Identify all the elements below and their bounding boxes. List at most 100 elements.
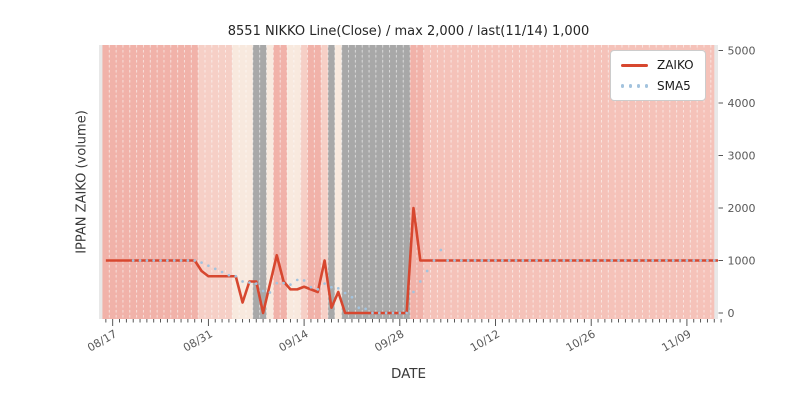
sma5-dot-icon (628, 84, 633, 88)
day-band (464, 45, 472, 319)
day-band (601, 45, 609, 319)
day-band (676, 45, 684, 319)
legend-item-zaiko: ZAIKO (621, 59, 695, 71)
day-band (177, 45, 185, 319)
y-tick-label: 3000 (728, 149, 756, 162)
day-band (608, 45, 616, 319)
day-band (492, 45, 499, 319)
day-band (334, 45, 342, 319)
day-band (218, 45, 226, 319)
day-band (485, 45, 493, 319)
day-band (341, 45, 349, 319)
day-band (204, 45, 212, 319)
day-band (348, 45, 356, 319)
day-band (321, 45, 329, 319)
day-band (560, 45, 568, 319)
day-band (239, 45, 246, 319)
y-tick-label: 1000 (728, 254, 756, 267)
day-band (683, 45, 691, 319)
day-band (109, 45, 117, 319)
legend-item-sma5: SMA5 (621, 80, 695, 92)
day-band (594, 45, 602, 319)
day-band (355, 45, 363, 319)
day-band (382, 45, 390, 319)
day-band (136, 45, 144, 319)
day-band (170, 45, 178, 319)
day-band (430, 45, 438, 319)
day-band (656, 45, 663, 319)
sma5-dot-icon (644, 84, 648, 88)
day-band (567, 45, 575, 319)
x-tick-label: 10/26 (564, 327, 598, 354)
day-band (662, 45, 670, 319)
day-band (314, 45, 322, 319)
day-band (122, 45, 130, 319)
day-band (512, 45, 520, 319)
day-band (437, 45, 445, 319)
day-band (273, 45, 281, 319)
day-band (300, 45, 308, 319)
day-band (307, 45, 315, 319)
day-band (546, 45, 554, 319)
day-band (245, 45, 253, 319)
day-band (198, 45, 205, 319)
day-band (157, 45, 164, 319)
day-band (642, 45, 650, 319)
legend-sma5-swatch (621, 84, 648, 88)
day-band (396, 45, 404, 319)
y-tick-label: 4000 (728, 97, 756, 110)
day-band (143, 45, 151, 319)
day-band (389, 45, 397, 319)
day-band (328, 45, 335, 319)
day-band (266, 45, 274, 319)
day-band (710, 45, 718, 319)
day-band (519, 45, 527, 319)
day-band (451, 45, 458, 319)
day-band (259, 45, 267, 319)
day-band (102, 45, 110, 319)
chart-title: 8551 NIKKO Line(Close) / max 2,000 / las… (227, 24, 590, 39)
day-band (697, 45, 705, 319)
day-band (704, 45, 711, 319)
sma5-dot-icon (621, 84, 625, 88)
day-band (457, 45, 465, 319)
x-tick-label: 09/28 (372, 327, 406, 354)
day-band (478, 45, 486, 319)
day-band (252, 45, 260, 319)
day-band (280, 45, 288, 319)
day-band (410, 45, 417, 319)
day-band (615, 45, 622, 319)
day-band (232, 45, 240, 319)
x-tick-label: 10/12 (468, 327, 502, 354)
day-band (444, 45, 452, 319)
day-band (129, 45, 137, 319)
day-band (498, 45, 506, 319)
day-band (471, 45, 479, 319)
day-band (649, 45, 657, 319)
sma5-dots (131, 248, 716, 315)
x-tick-label: 09/14 (277, 327, 311, 354)
x-tick-label: 11/09 (659, 327, 693, 354)
x-axis-label: DATE (390, 366, 427, 382)
x-tick-label: 08/17 (85, 327, 119, 354)
day-band (580, 45, 588, 319)
y-tick-label: 5000 (728, 44, 756, 57)
day-band (669, 45, 677, 319)
legend: ZAIKO SMA5 (610, 50, 706, 101)
day-band (403, 45, 411, 319)
legend-zaiko-label: ZAIKO (657, 58, 694, 72)
y-tick-label: 2000 (728, 202, 756, 215)
day-band (635, 45, 643, 319)
day-band (628, 45, 636, 319)
day-band (369, 45, 376, 319)
day-band (423, 45, 431, 319)
day-band (116, 45, 123, 319)
day-band (416, 45, 424, 319)
sma5-dot-icon (636, 84, 641, 88)
day-band (225, 45, 233, 319)
day-band (553, 45, 561, 319)
day-band (293, 45, 301, 319)
x-tick-label: 08/31 (181, 327, 215, 354)
y-tick-label: 0 (728, 307, 735, 320)
